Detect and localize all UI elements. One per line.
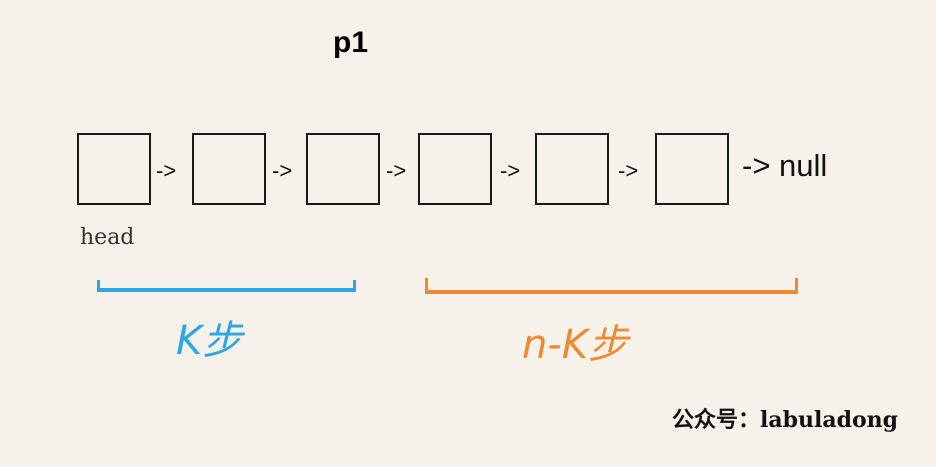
arrow-4: ->: [500, 158, 521, 183]
watermark: 公众号：labuladong: [672, 407, 899, 433]
k-steps-label: K步: [176, 318, 243, 364]
list-node-1: [77, 133, 151, 205]
n-minus-k-steps-bracket: [425, 278, 798, 294]
head-label: head: [80, 225, 135, 250]
pointer-p1-label: p1: [333, 26, 369, 59]
arrow-5: ->: [618, 158, 639, 183]
list-node-4: [418, 133, 492, 205]
arrow-2: ->: [272, 158, 293, 183]
list-node-3: [306, 133, 380, 205]
list-node-2: [192, 133, 266, 205]
k-steps-bracket: [97, 280, 356, 292]
list-node-6: [655, 133, 729, 205]
n-minus-k-steps-label: n-K步: [522, 322, 629, 368]
null-terminator: -> null: [742, 148, 828, 183]
arrow-1: ->: [156, 158, 177, 183]
arrow-3: ->: [386, 158, 407, 183]
list-node-5: [535, 133, 609, 205]
